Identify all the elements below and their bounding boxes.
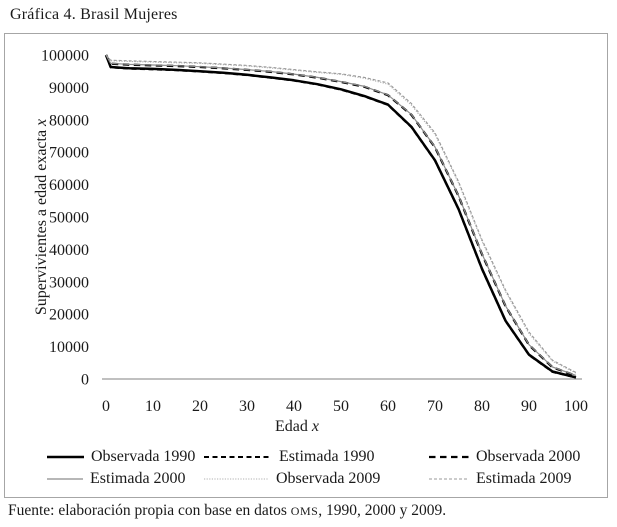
x-tick-label: 50 [333,398,349,415]
x-tick-label: 0 [102,398,110,415]
series-line-observada-1990 [104,54,577,379]
y-tick-label: 30000 [49,274,89,291]
legend-line-sample-estimada-2000 [47,477,83,480]
legend-item-observada-2000: Observada 2000 [429,448,580,465]
x-axis-tick-labels: 0 10 20 30 40 50 60 70 80 90 100 [102,398,588,415]
x-tick-label: 10 [145,398,161,415]
legend-line-sample-observada-2009 [204,477,269,480]
y-tick-label: 100000 [41,48,89,65]
source-org: OMS [290,504,319,518]
legend-item-observada-2009: Observada 2009 [204,470,380,487]
x-tick-label: 80 [474,398,490,415]
series-line-estimada-2009 [105,54,577,373]
legend-item-estimada-2009: Estimada 2009 [429,470,572,487]
legend-item-observada-1990: Observada 1990 [47,448,195,465]
x-tick-label: 70 [427,398,443,415]
page-title: Gráfica 4. Brasil Mujeres [10,6,178,23]
chart-frame: 0 10000 20000 30000 40000 50000 60000 70000 8000… [4,33,608,498]
source-suffix: , 1990, 2000 y 2009. [318,502,447,519]
series-line-estimada-1990 [105,54,577,379]
y-tick-label: 50000 [49,210,89,227]
series-line-observada-2009 [105,54,577,374]
legend-label: Observada 2000 [476,448,581,465]
x-tick-label: 20 [192,398,208,415]
x-tick-label: 60 [380,398,396,415]
y-tick-label: 60000 [49,177,89,194]
source-note: Fuente: elaboración propia con base en d… [8,502,446,520]
x-axis-title: Edad x [275,418,319,435]
y-tick-label: 80000 [49,112,89,129]
y-tick-label: 0 [81,372,89,389]
x-tick-label: 100 [564,398,588,415]
y-axis-title: Supervivientes a edad exacta x [33,119,50,315]
x-tick-label: 30 [239,398,255,415]
legend-line-sample-observada-1990 [47,455,84,458]
y-tick-label: 40000 [49,242,89,259]
legend-label: Estimada 1990 [279,448,375,465]
series-line-observada-2000 [104,54,577,377]
legend-item-estimada-2000: Estimada 2000 [47,470,186,487]
series-line-estimada-2000 [105,54,577,376]
x-tick-label: 40 [286,398,302,415]
legend-label: Observada 1990 [91,448,196,465]
chart-svg: 0100002000030000400005000060000700008000… [33,48,588,436]
source-text: Fuente: elaboración propia con base en d… [8,502,291,519]
legend-line-sample-observada-2000 [429,455,469,458]
legend-label: Observada 2009 [276,470,381,487]
legend-item-estimada-1990: Estimada 1990 [204,448,375,465]
y-tick-label: 90000 [49,80,89,97]
y-tick-label: 20000 [49,307,89,324]
legend-line-sample-estimada-1990 [204,455,272,458]
y-axis-tick-labels: 0 10000 20000 30000 40000 50000 60000 70000 8000… [41,48,89,389]
series-lines [104,54,577,379]
y-tick-label: 70000 [49,145,89,162]
y-tick-label: 10000 [49,339,89,356]
legend-label: Estimada 2000 [90,470,186,487]
legend-line-sample-estimada-2009 [429,477,469,480]
x-tick-label: 90 [521,398,537,415]
legend-label: Estimada 2009 [476,470,572,487]
